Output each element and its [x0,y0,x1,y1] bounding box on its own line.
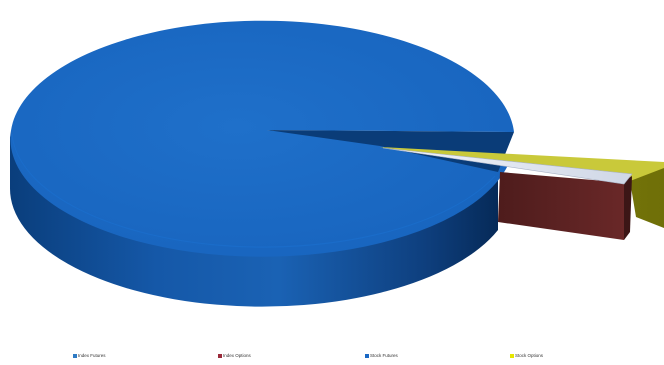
slice-index-options-front [498,172,628,240]
slice-stock-futures-rim [11,133,496,248]
slice-stock-futures-top [10,20,515,257]
chart-legend: Index Futures Index Options Stock Future… [0,353,664,363]
slice-index-options-side [624,176,632,240]
slice-index-futures [382,147,633,185]
legend-item-stock-futures: Stock Futures [365,353,398,359]
legend-label-index-options: Index Options [223,353,251,358]
legend-swatch-index-options [218,354,222,358]
legend-swatch-stock-futures [365,354,369,358]
legend-item-index-options: Index Options [218,353,251,359]
legend-item-stock-options: Stock Options [510,353,543,359]
legend-label-stock-futures: Stock Futures [370,353,398,358]
legend-label-stock-options: Stock Options [515,353,544,358]
legend-swatch-stock-options [510,354,514,358]
legend-swatch-index-futures [73,354,77,358]
legend-label-index-futures: Index Futures [78,353,106,358]
slice-stock-futures-cut [267,130,514,172]
slice-stock-futures-side [9,130,498,307]
legend-item-index-futures: Index Futures [73,353,106,359]
